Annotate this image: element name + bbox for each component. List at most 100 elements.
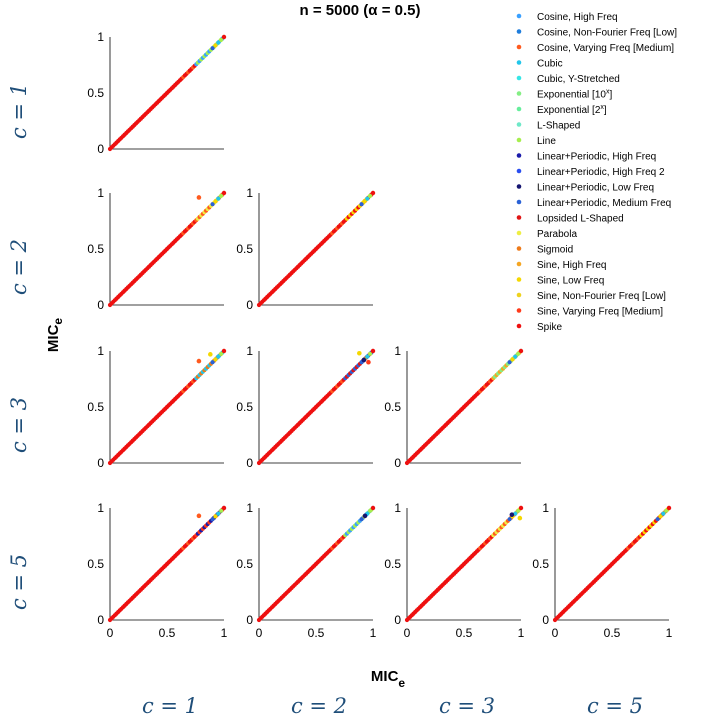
y-tick-label: 1 [97, 30, 104, 44]
legend-marker [516, 323, 522, 329]
y-tick-label: 1 [97, 344, 104, 358]
data-point [213, 514, 218, 519]
legend-marker [516, 308, 522, 313]
legend-label: Parabola [537, 229, 577, 240]
legend-item: Cubic [516, 59, 563, 70]
data-point [370, 190, 376, 196]
data-point [507, 517, 512, 522]
panel-r3-c1: 00.51 [87, 344, 227, 470]
legend-label: Linear+Periodic, Low Freq [537, 183, 654, 194]
data-point [359, 202, 364, 207]
outlier-point [208, 352, 213, 357]
legend-item: Sine, Non-Fourier Freq [Low] [516, 291, 666, 302]
data-point [368, 351, 373, 356]
data-point [658, 514, 663, 519]
legend-marker [516, 44, 522, 50]
y-axis-label: MICe [45, 318, 65, 353]
legend-label: Sine, Low Freq [537, 276, 604, 287]
legend-marker [516, 75, 522, 81]
data-point [219, 193, 224, 198]
legend-marker [516, 199, 522, 205]
panel-r4-c4: 0 0.5 1 0 0.5 1 [532, 501, 672, 640]
legend-item: Sine, Low Freq [516, 276, 604, 287]
legend-label: Linear+Periodic, Medium Freq [537, 198, 671, 209]
x-tick-label: 0 [404, 626, 411, 640]
legend-marker [516, 184, 522, 189]
row-label-2: c = 2 [7, 239, 31, 295]
data-point [518, 505, 524, 511]
data-point [370, 505, 376, 511]
legend-item: Linear+Periodic, Low Freq [516, 183, 654, 194]
y-tick-label: 0.5 [236, 557, 253, 571]
legend-item: Lopsided L-Shaped [516, 214, 624, 225]
y-tick-label: 0 [97, 142, 104, 156]
data-point [219, 351, 224, 356]
y-tick-label: 0.5 [384, 557, 401, 571]
legend-item: Cosine, Non-Fourier Freq [Low] [516, 28, 677, 39]
legend-marker [516, 137, 522, 143]
y-axis-label-text: MIC [45, 324, 62, 352]
legend-marker [516, 13, 522, 19]
x-tick-label: 1 [221, 626, 228, 640]
y-tick-label: 0 [542, 613, 549, 627]
y-axis-label-subscript: e [51, 318, 65, 325]
y-tick-label: 0 [394, 456, 401, 470]
legend-item: Cosine, High Freq [516, 12, 618, 23]
data-point [210, 46, 215, 51]
legend-item: Cosine, Varying Freq [Medium] [516, 43, 674, 54]
legend-item: Exponential [2x] [516, 104, 607, 116]
y-tick-label: 0 [97, 613, 104, 627]
legend-marker [516, 60, 522, 65]
outlier-point [196, 195, 202, 200]
data-point [365, 354, 370, 359]
data-point [368, 193, 373, 198]
legend-marker [516, 215, 522, 220]
legend-marker [516, 246, 522, 251]
legend-marker [516, 292, 522, 298]
y-tick-label: 1 [246, 186, 253, 200]
legend-label: Cosine, Non-Fourier Freq [Low] [537, 28, 677, 39]
legend-marker [516, 261, 522, 267]
y-tick-label: 0 [394, 613, 401, 627]
legend-item: Cubic, Y-Stretched [516, 74, 620, 85]
data-point [359, 517, 364, 522]
data-point [507, 360, 512, 365]
data-point [655, 517, 660, 522]
legend-item: Spike [516, 322, 562, 333]
x-tick-label: 1 [518, 626, 525, 640]
data-point [513, 354, 518, 359]
data-point [221, 190, 227, 196]
legend-item: Sigmoid [516, 245, 573, 256]
panel-r4-c3: 0 0.5 1 0 0.5 1 [384, 501, 524, 640]
data-point [516, 351, 521, 356]
legend-marker [516, 277, 522, 282]
y-tick-label: 0 [97, 456, 104, 470]
row-labels: c = 1 c = 2 c = 3 c = 5 [7, 83, 31, 610]
y-tick-label: 0 [246, 298, 253, 312]
data-point [219, 508, 224, 513]
column-label-2: c = 2 [291, 694, 347, 718]
outlier-point [362, 513, 368, 519]
x-tick-label: 1 [666, 626, 673, 640]
data-point [216, 354, 221, 359]
legend-label: Sine, Varying Freq [Medium] [537, 307, 663, 318]
panel-r4-c1: 0 0.5 1 0 0.5 1 [87, 501, 227, 640]
y-tick-label: 0 [246, 456, 253, 470]
data-point [510, 357, 515, 362]
legend-item: Linear+Periodic, Medium Freq [516, 198, 671, 209]
legend-marker [516, 106, 522, 112]
legend-label: Linear+Periodic, High Freq [537, 152, 656, 163]
data-point [370, 348, 376, 354]
outlier-point [509, 512, 515, 518]
outlier-point [366, 359, 371, 365]
data-point [661, 511, 666, 516]
legend-label: Cosine, Varying Freq [Medium] [537, 43, 674, 54]
legend-item: Linear+Periodic, High Freq 2 [516, 167, 665, 178]
legend-label: Sigmoid [537, 245, 573, 256]
data-point [365, 196, 370, 201]
outlier-point [357, 350, 362, 356]
legend-item: Exponential [10x] [516, 89, 612, 101]
legend-label: Lopsided L-Shaped [537, 214, 624, 225]
legend-marker [516, 29, 522, 34]
